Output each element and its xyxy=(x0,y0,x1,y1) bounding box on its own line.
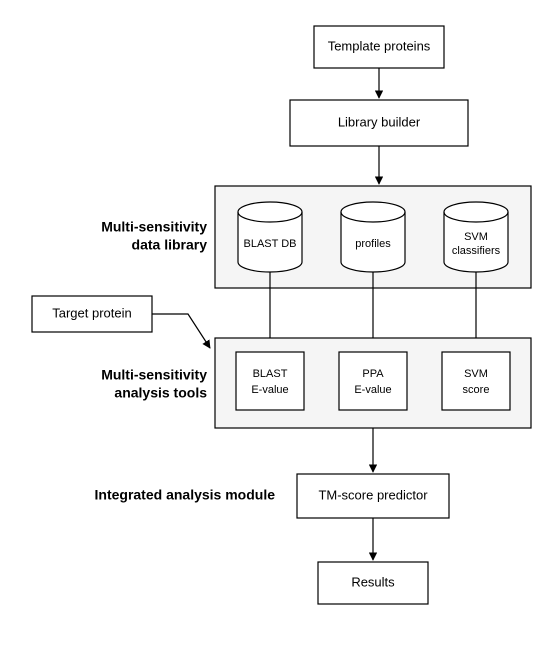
label-datalib-1: Multi-sensitivity xyxy=(101,219,207,235)
node-ppa-ev-l2: E-value xyxy=(354,384,391,396)
node-blast-ev-l2: E-value xyxy=(251,384,288,396)
edge-target-analysis xyxy=(152,314,210,348)
cyl-blast-db: BLAST DB xyxy=(238,202,302,272)
node-svm-score-l1: SVM xyxy=(464,368,488,380)
cyl-blast-db-label: BLAST DB xyxy=(244,238,297,250)
label-analysis-1: Multi-sensitivity xyxy=(101,367,207,383)
node-svm-score xyxy=(442,352,510,410)
node-target-label: Target protein xyxy=(52,305,132,320)
label-integrated: Integrated analysis module xyxy=(95,487,276,503)
node-blast-ev xyxy=(236,352,304,410)
cyl-svm-l1: SVM xyxy=(464,231,488,243)
node-ppa-ev-l1: PPA xyxy=(362,368,384,380)
node-blast-ev-l1: BLAST xyxy=(253,368,288,380)
node-templates-label: Template proteins xyxy=(328,38,431,53)
cyl-profiles: profiles xyxy=(341,202,405,272)
node-builder-label: Library builder xyxy=(338,114,421,129)
flowchart: Template proteins Library builder BLAST … xyxy=(0,0,547,645)
node-ppa-ev xyxy=(339,352,407,410)
cyl-svm: SVM classifiers xyxy=(444,202,508,272)
cyl-svm-l2: classifiers xyxy=(452,245,501,257)
node-svm-score-l2: score xyxy=(463,384,490,396)
label-analysis-2: analysis tools xyxy=(114,385,207,401)
cyl-profiles-label: profiles xyxy=(355,238,391,250)
node-results-label: Results xyxy=(351,574,395,589)
label-datalib-2: data library xyxy=(132,237,208,253)
node-tm-pred-label: TM-score predictor xyxy=(318,487,428,502)
